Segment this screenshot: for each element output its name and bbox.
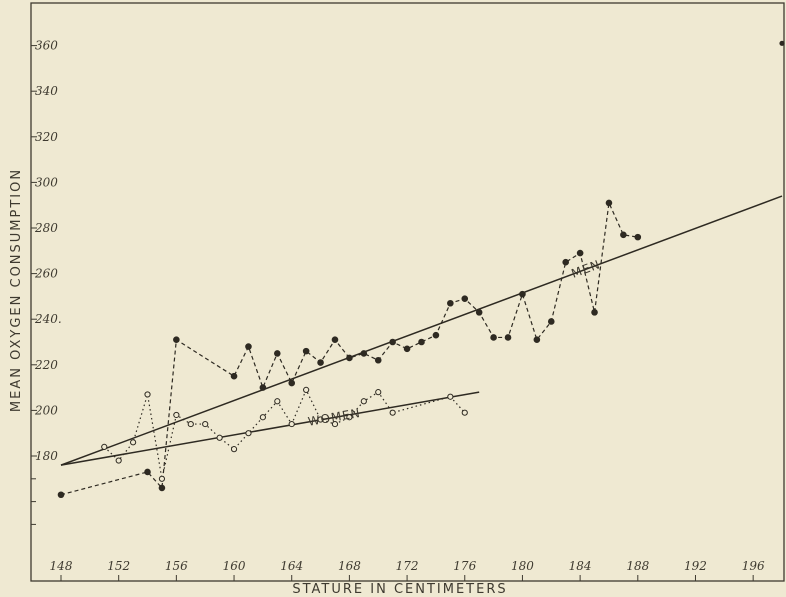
women-point <box>101 443 108 450</box>
x-axis-title: STATURE IN CENTIMETERS <box>292 582 507 597</box>
men-point <box>432 331 440 339</box>
men-point <box>634 233 642 241</box>
men-point <box>331 336 339 344</box>
men-point <box>475 309 483 316</box>
men-point <box>144 468 151 476</box>
men-point <box>447 299 454 307</box>
men-point <box>605 199 613 207</box>
women-point <box>346 414 353 421</box>
y-tick-label-280: 280 <box>34 221 58 235</box>
men-data-line <box>60 200 638 496</box>
x-tick-label-188: 188 <box>626 559 649 573</box>
women-point <box>303 386 310 393</box>
men-point <box>259 384 267 391</box>
series-label-men: MEN <box>569 257 602 281</box>
men-point <box>403 345 411 353</box>
x-tick-label-152: 152 <box>107 559 130 573</box>
men-point <box>288 379 296 387</box>
data-points <box>57 40 785 499</box>
men-point <box>533 336 541 344</box>
men-trend-line <box>60 195 783 466</box>
men-point <box>389 338 396 346</box>
men-point <box>461 295 469 302</box>
women-point <box>216 434 223 441</box>
y-tick-label-240: 240. <box>34 312 62 326</box>
men-point <box>173 336 180 344</box>
x-tick-label-148: 148 <box>50 559 73 573</box>
y-tick-label-260: 260 <box>34 267 58 281</box>
y-tick-label-360: 360 <box>35 39 58 53</box>
women-point <box>144 391 151 398</box>
y-tick-label-300: 300 <box>35 175 58 189</box>
x-tick-label-176: 176 <box>453 559 476 573</box>
women-point <box>389 409 396 416</box>
women-point <box>130 439 137 446</box>
women-point <box>173 411 180 419</box>
y-tick-label-340: 340 <box>35 84 58 98</box>
women-point <box>288 420 295 428</box>
men-point <box>620 231 627 239</box>
y-tick-label-320: 320 <box>35 130 58 144</box>
men-point <box>317 359 324 366</box>
x-tick-label-180: 180 <box>511 559 534 573</box>
men-point <box>591 309 598 316</box>
stray-point <box>779 40 785 46</box>
series-lines <box>60 200 638 496</box>
men-point <box>274 350 281 357</box>
women-point <box>158 475 166 482</box>
y-axis: 180 200 220 240. 260 280 300 320 340 360 <box>31 39 62 525</box>
men-point <box>245 343 252 350</box>
x-tick-label-168: 168 <box>338 559 361 573</box>
women-point <box>115 457 122 464</box>
y-tick-label-220: 220 <box>34 358 58 372</box>
women-point <box>317 416 324 423</box>
plot-frame <box>30 2 785 582</box>
men-point <box>360 350 368 357</box>
men-point <box>374 356 382 364</box>
x-tick-label-172: 172 <box>396 559 419 573</box>
women-point <box>461 409 468 416</box>
x-tick-label-192: 192 <box>684 559 707 573</box>
y-tick-label-200: 200 <box>34 403 58 417</box>
men-point <box>230 372 238 380</box>
x-tick-label-184: 184 <box>569 559 592 573</box>
men-point <box>57 491 65 499</box>
men-point <box>547 318 555 325</box>
women-point <box>447 393 454 400</box>
women-point <box>187 420 194 428</box>
y-axis-title: MEAN OXYGEN CONSUMPTION <box>9 168 24 412</box>
men-point <box>562 258 570 266</box>
men-point <box>519 290 526 298</box>
women-point <box>259 414 266 421</box>
men-point <box>302 347 310 355</box>
y-tick-label-180: 180 <box>35 449 58 463</box>
x-tick-label-196: 196 <box>742 559 765 573</box>
men-point <box>418 338 425 346</box>
men-point <box>504 334 512 341</box>
women-point <box>245 430 252 437</box>
women-point <box>230 446 238 453</box>
women-point <box>360 398 367 405</box>
men-point <box>158 484 166 492</box>
women-point <box>274 398 281 405</box>
women-data-line <box>103 388 466 479</box>
x-tick-label-160: 160 <box>223 559 246 573</box>
women-trend-line <box>60 391 480 466</box>
x-axis: 148 152 156 160 164 168 172 176 180 184 188 192 196 <box>50 559 765 581</box>
trend-lines <box>60 195 783 466</box>
women-point <box>331 420 339 428</box>
women-point <box>375 389 382 396</box>
women-point <box>202 420 209 428</box>
x-tick-label-156: 156 <box>165 559 188 573</box>
men-point <box>346 354 353 362</box>
x-tick-label-164: 164 <box>280 559 303 573</box>
men-point <box>576 249 584 257</box>
men-point <box>490 334 497 341</box>
